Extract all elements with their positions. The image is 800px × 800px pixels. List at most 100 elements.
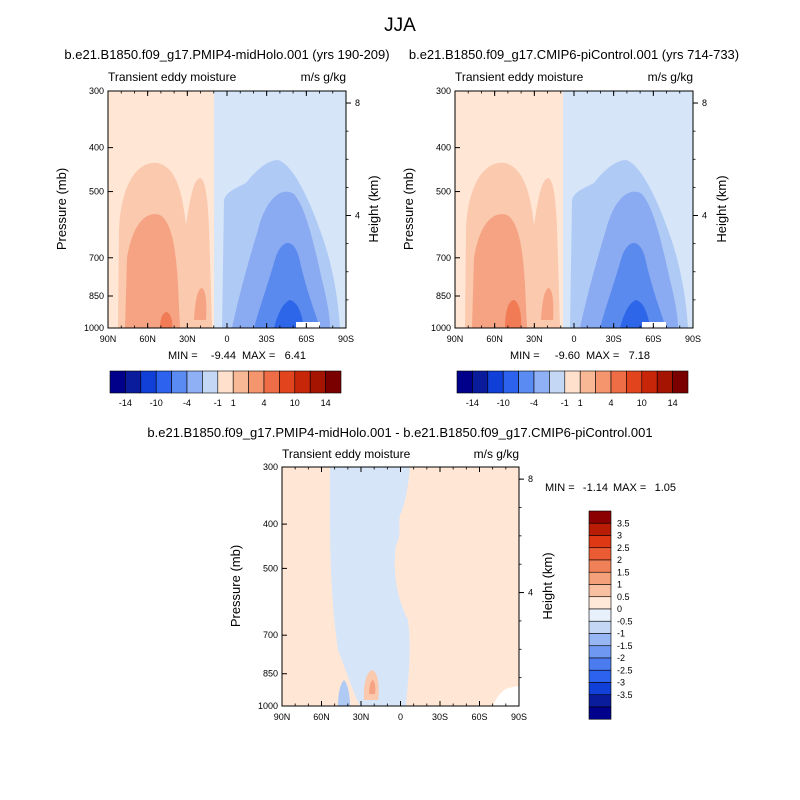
- panel-2-x-tick-label: 90N: [447, 334, 464, 344]
- panel-1-y-tick-label: 1000: [84, 323, 104, 333]
- panel-2-contour-neg5: [620, 300, 650, 328]
- colorbar-label: -1: [561, 398, 569, 408]
- colorbar-box: [588, 584, 612, 598]
- panel-2-min-value: -9.60: [555, 350, 580, 362]
- colorbar-box: [155, 370, 172, 394]
- panel-1-x-axis: 90N 60N 30N 0 30S 60S 90S: [100, 91, 354, 344]
- panel-3-y-tick-label: 400: [263, 519, 278, 529]
- panel-3-y-tick-label: 700: [263, 630, 278, 640]
- panel-3-ylabel: Pressure (mb): [228, 545, 243, 627]
- panel-1-y-tick-label: 400: [89, 143, 104, 153]
- colorbar-label: -1.5: [617, 641, 633, 651]
- panel-1-y-tick-label: 500: [89, 187, 104, 197]
- panel-2-y-tick-label: 1000: [431, 323, 451, 333]
- panel-1-masked-terrain: [296, 322, 320, 328]
- panel-1-max-label: MAX =: [242, 350, 275, 362]
- panel-2-x-axis: 90N 60N 30N 0 30S 60S 90S: [447, 91, 701, 344]
- panel-2-left-label: Transient eddy moisture: [455, 70, 584, 84]
- colorbar-box: [641, 370, 658, 394]
- main-title: JJA: [384, 15, 416, 36]
- colorbar-box: [588, 522, 612, 536]
- panel-2-x-tick-label: 30N: [526, 334, 543, 344]
- panel-1-y-tick-label: 850: [89, 291, 104, 301]
- panel-2-masked-terrain: [642, 322, 666, 328]
- panel-3-y-tick-label: 1000: [258, 701, 278, 711]
- panel-3-x-tick-label: 30S: [432, 712, 448, 722]
- panel-1-contour-pos3b: [194, 288, 207, 320]
- panel-1-y-tick-label: 700: [89, 253, 104, 263]
- panel-1: b.e21.B1850.f09_g17.PMIP4-midHolo.001 (y…: [54, 47, 390, 408]
- panel-3-x-tick-label: 60N: [313, 712, 330, 722]
- panel-2-x-tick-label: 60S: [645, 334, 661, 344]
- panel-1-y2-tick-label: 4: [355, 211, 360, 221]
- colorbar-box: [472, 370, 489, 394]
- colorbar-label: -2: [617, 653, 625, 663]
- colorbar-box: [487, 370, 504, 394]
- colorbar-box: [656, 370, 673, 394]
- panel-2-y-tick-label: 500: [436, 187, 451, 197]
- panel-2-x-tick-label: 60N: [486, 334, 503, 344]
- panel-1-x-tick-label: 0: [224, 334, 229, 344]
- panel-2: b.e21.B1850.f09_g17.CMIP6-piControl.001 …: [401, 47, 739, 408]
- panel-3-x-tick-label: 0: [398, 712, 403, 722]
- colorbar-label: 0: [617, 604, 622, 614]
- panel-2-x-tick-label: 30S: [606, 334, 622, 344]
- colorbar-box: [588, 608, 612, 622]
- colorbar-box: [588, 645, 612, 659]
- colorbar-box: [626, 370, 643, 394]
- colorbar-box: [533, 370, 550, 394]
- panel-3-region-neg1: [330, 467, 410, 706]
- panel-3-contour-neg2: [338, 680, 350, 706]
- panel-3-y-tick-label: 300: [263, 462, 278, 472]
- colorbar-box: [125, 370, 142, 394]
- panel-3-region-pos-right: [493, 686, 519, 706]
- panel-1-x-tick-label: 30S: [259, 334, 275, 344]
- panel-1-ylabel: Pressure (mb): [54, 168, 69, 250]
- colorbar-label: -2.5: [617, 665, 633, 675]
- colorbar-label: -1: [214, 398, 222, 408]
- colorbar-label: 10: [290, 398, 300, 408]
- colorbar-box: [588, 510, 612, 524]
- colorbar-label: 0.5: [617, 592, 630, 602]
- panel-3-max-label: MAX =: [613, 482, 646, 494]
- colorbar-box: [588, 694, 612, 708]
- colorbar-box: [588, 559, 612, 573]
- colorbar-label: -0.5: [617, 616, 633, 626]
- panel-2-x-tick-label: 0: [571, 334, 576, 344]
- panel-2-max-label: MAX =: [586, 350, 619, 362]
- colorbar-label: -10: [150, 398, 163, 408]
- panel-3-x-tick-label: 90S: [511, 712, 527, 722]
- colorbar-box: [279, 370, 296, 394]
- panel-2-max-value: 7.18: [629, 350, 650, 362]
- panel-2-y2-tick-label: 4: [702, 211, 707, 221]
- panel-2-contour-pos3b: [541, 288, 554, 320]
- panel-1-x-tick-label: 60S: [298, 334, 314, 344]
- colorbar-box: [549, 370, 566, 394]
- colorbar-label: -4: [530, 398, 538, 408]
- panel-3-y2label: Height (km): [540, 552, 555, 619]
- colorbar-label: -3: [617, 678, 625, 688]
- colorbar-box: [248, 370, 265, 394]
- colorbar-box: [588, 547, 612, 561]
- colorbar-label: 1: [578, 398, 583, 408]
- colorbar-box: [263, 370, 280, 394]
- panel-2-y2label: Height (km): [714, 175, 729, 242]
- panel-3: b.e21.B1850.f09_g17.PMIP4-midHolo.001 - …: [147, 425, 676, 722]
- panel-1-y2-axis: 84: [346, 98, 360, 301]
- panel-2-y-tick-label: 300: [436, 86, 451, 96]
- panel-3-y-tick-label: 500: [263, 563, 278, 573]
- panel-1-y-axis: 300 400 500 700 850 1000: [84, 86, 113, 333]
- colorbar-label: 14: [321, 398, 331, 408]
- panel-3-y2-axis: 84: [519, 474, 533, 679]
- colorbar-label: 10: [637, 398, 647, 408]
- panel-2-title: b.e21.B1850.f09_g17.CMIP6-piControl.001 …: [409, 47, 739, 62]
- colorbar-box: [456, 370, 473, 394]
- colorbar-box: [171, 370, 188, 394]
- colorbar-label: 1: [617, 580, 622, 590]
- colorbar-box: [294, 370, 311, 394]
- colorbar-label: 4: [608, 398, 613, 408]
- colorbar-label: -14: [119, 398, 132, 408]
- panel-2-y2-tick-label: 8: [702, 98, 707, 108]
- colorbar-label: 3.5: [617, 518, 630, 528]
